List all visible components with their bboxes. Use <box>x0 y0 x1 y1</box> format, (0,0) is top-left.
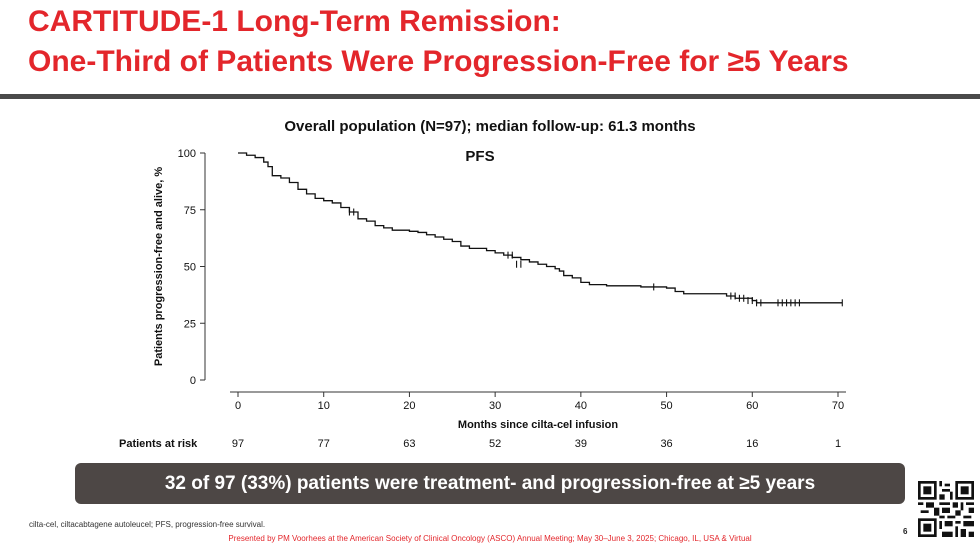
presenter-credit: Presented by PM Voorhees at the American… <box>228 534 752 543</box>
slide-title-line1: CARTITUDE-1 Long-Term Remission: <box>28 5 561 38</box>
slide-title: CARTITUDE-1 Long-Term Remission: One-Thi… <box>28 2 968 82</box>
x-tick-label: 60 <box>746 400 758 412</box>
x-axis-label: Months since cilta-cel infusion <box>458 419 618 431</box>
at-risk-value: 1 <box>835 438 841 450</box>
page-number: 6 <box>903 527 908 536</box>
y-tick-label: 75 <box>184 205 196 217</box>
x-tick-label: 50 <box>660 400 672 412</box>
y-tick-label: 25 <box>184 318 196 330</box>
x-tick-label: 30 <box>489 400 501 412</box>
censor-marks <box>348 208 843 307</box>
x-tick-label: 10 <box>318 400 330 412</box>
y-axis-label: Patients progression-free and alive, % <box>153 167 165 367</box>
x-tick-label: 0 <box>235 400 241 412</box>
chart-title: PFS <box>465 148 494 165</box>
x-tick-label: 40 <box>575 400 587 412</box>
chart-subtitle: Overall population (N=97); median follow… <box>284 118 696 135</box>
x-tick-label: 70 <box>832 400 844 412</box>
at-risk-value: 16 <box>746 438 758 450</box>
at-risk-value: 77 <box>318 438 330 450</box>
footnote: cilta-cel, ciltacabtagene autoleucel; PF… <box>29 520 266 529</box>
at-risk-value: 63 <box>403 438 415 450</box>
qr-code-icon[interactable] <box>918 481 974 537</box>
at-risk-value: 97 <box>232 438 244 450</box>
x-tick-label: 20 <box>403 400 415 412</box>
y-tick-label: 50 <box>184 262 196 274</box>
y-tick-label: 0 <box>190 375 196 387</box>
at-risk-value: 36 <box>660 438 672 450</box>
chart-axes <box>200 152 846 397</box>
y-tick-label: 100 <box>178 148 196 160</box>
pfs-curve <box>238 152 843 304</box>
slide-title-line2: One-Third of Patients Were Progression-F… <box>28 45 849 78</box>
at-risk-value: 52 <box>489 438 501 450</box>
at-risk-label: Patients at risk <box>119 438 198 450</box>
chart-labels: 0 25 50 75 100 0 10 20 30 40 50 60 70 Months since ci… <box>119 148 844 450</box>
at-risk-value: 39 <box>575 438 587 450</box>
summary-banner: 32 of 97 (33%) patients were treatment- … <box>75 463 905 504</box>
title-divider <box>0 94 980 99</box>
pfs-chart: 0 25 50 75 100 0 10 20 30 40 50 60 70 Months since ci… <box>119 148 846 450</box>
